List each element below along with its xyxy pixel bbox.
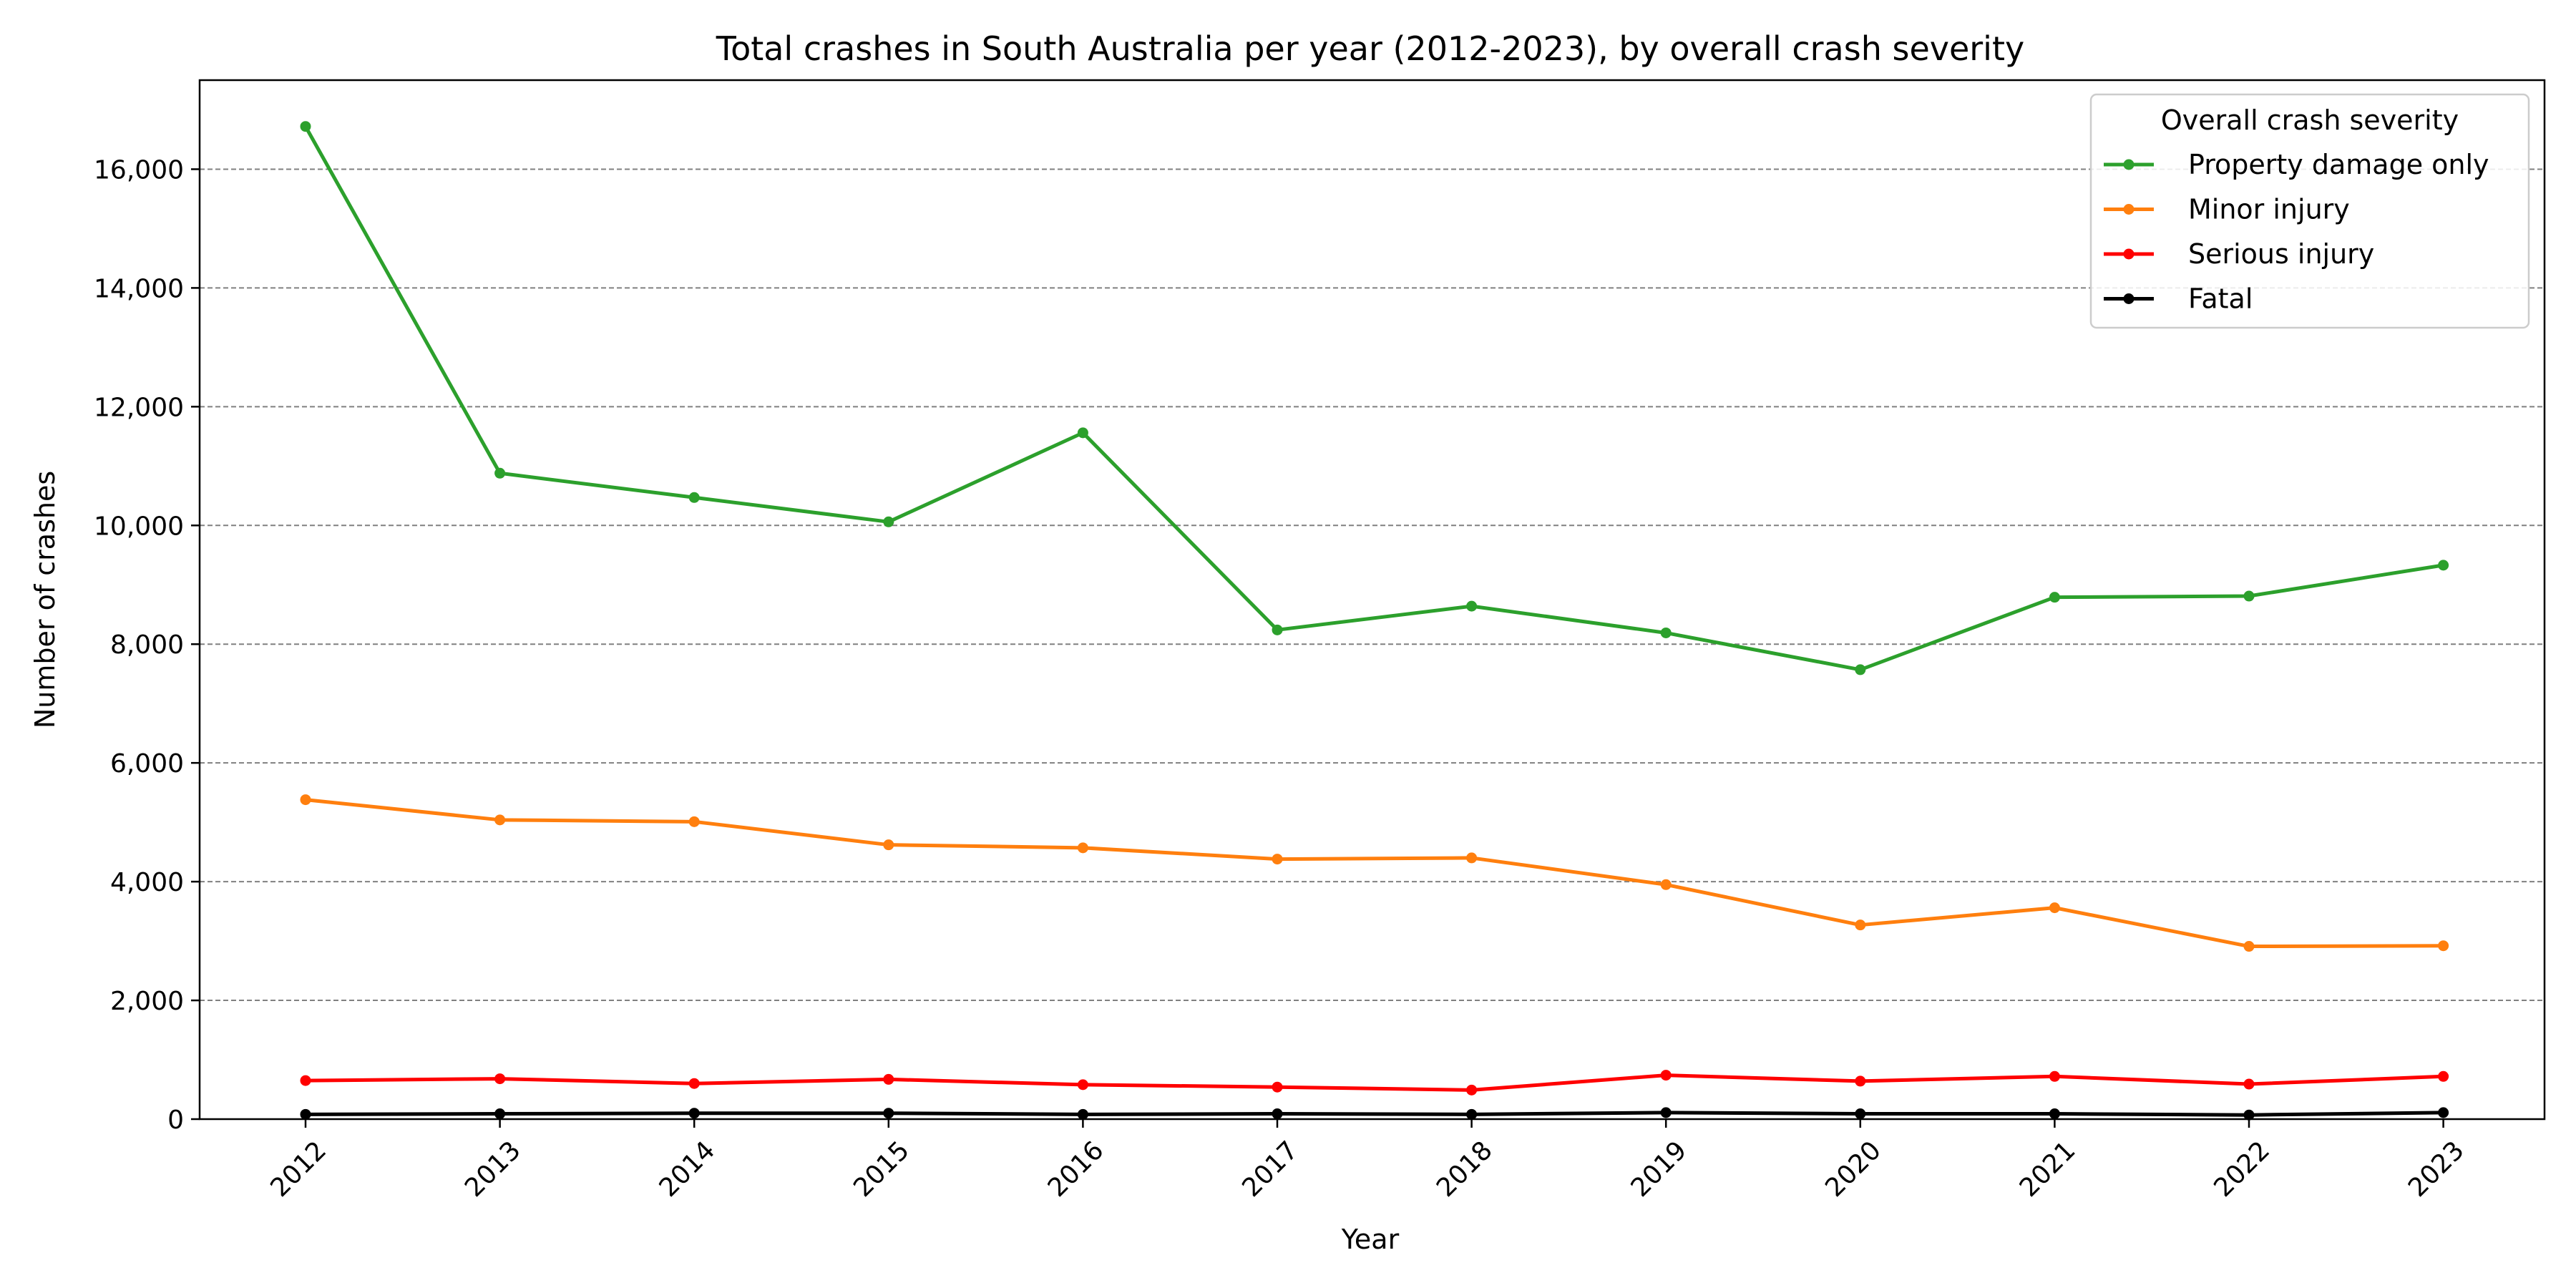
data-point <box>1660 1070 1672 1081</box>
data-point <box>494 1108 506 1120</box>
y-tick-label: 12,000 <box>94 393 184 422</box>
chart-title: Total crashes in South Australia per yea… <box>716 29 2024 68</box>
data-point <box>1466 600 1478 612</box>
data-point <box>2438 940 2449 952</box>
data-point <box>2243 1078 2255 1090</box>
series-group <box>300 121 2449 1121</box>
data-point <box>1466 852 1478 864</box>
y-tick-label: 10,000 <box>94 512 184 541</box>
data-point <box>2243 590 2255 602</box>
legend-title: Overall crash severity <box>2161 104 2459 136</box>
data-point <box>1660 627 1672 638</box>
data-point <box>1855 664 1866 675</box>
data-point <box>688 816 700 827</box>
legend-swatch-marker <box>2123 159 2135 170</box>
legend-box <box>2089 93 2530 329</box>
series-line <box>305 1073 2444 1092</box>
plot-frame <box>198 79 2546 1121</box>
y-tick-label: 4,000 <box>110 868 184 897</box>
data-point <box>2438 1107 2449 1118</box>
series-line <box>303 125 2444 672</box>
series-minor-injury <box>300 794 2449 952</box>
legend-swatch-marker <box>2123 248 2135 260</box>
data-point <box>2049 902 2060 914</box>
data-point <box>883 1073 894 1085</box>
legend-label: Minor injury <box>2188 194 2350 225</box>
data-point <box>1466 1084 1478 1096</box>
data-point <box>1272 624 1283 635</box>
y-tick-label: 2,000 <box>110 987 184 1016</box>
y-tick-label: 6,000 <box>110 749 184 779</box>
y-axis: 0 2,000 4,000 6,000 8,000 10,000 12,000 14,000 1… <box>94 155 200 1135</box>
data-point <box>1077 1108 1088 1120</box>
data-point <box>1855 1075 1866 1087</box>
data-point <box>300 794 311 806</box>
series-serious-injury <box>300 1070 2449 1096</box>
y-tick-label: 16,000 <box>94 155 184 185</box>
data-point <box>300 1108 311 1120</box>
data-point <box>1077 1079 1088 1091</box>
y-tick-label: 14,000 <box>94 274 184 303</box>
legend-label: Fatal <box>2188 283 2253 315</box>
data-point <box>1077 427 1088 439</box>
data-point <box>2243 1109 2255 1121</box>
data-point <box>883 1108 894 1119</box>
y-axis-label: Number of crashes <box>29 471 61 728</box>
data-point <box>2438 1070 2449 1082</box>
data-point <box>494 814 506 826</box>
data-point <box>2243 941 2255 952</box>
legend: Overall crash severity Property damage o… <box>2089 93 2530 329</box>
data-point <box>688 1078 700 1089</box>
x-axis-label: Year <box>1341 1224 1400 1255</box>
series-line <box>305 798 2444 949</box>
legend-label: Property damage only <box>2188 149 2489 180</box>
data-point <box>1660 1107 1672 1118</box>
data-point <box>1272 854 1283 865</box>
legend-swatch-marker <box>2123 293 2135 304</box>
data-point <box>688 492 700 503</box>
data-point <box>883 516 894 527</box>
series-line <box>305 1111 2444 1117</box>
data-point <box>1466 1108 1478 1120</box>
legend-swatch-marker <box>2123 204 2135 215</box>
legend-label: Serious injury <box>2188 238 2374 270</box>
y-tick-label: 8,000 <box>110 630 184 660</box>
data-point <box>1855 919 1866 931</box>
data-point <box>2438 560 2449 571</box>
data-point <box>494 1073 506 1085</box>
series-fatal <box>300 1107 2449 1121</box>
data-point <box>2049 1108 2060 1120</box>
data-point <box>1660 879 1672 890</box>
data-point <box>688 1108 700 1119</box>
data-point <box>1077 842 1088 854</box>
data-point <box>1272 1108 1283 1120</box>
series-property-damage-only <box>300 121 2449 675</box>
data-point <box>300 121 311 132</box>
data-point <box>1855 1108 1866 1120</box>
data-point <box>2049 1070 2060 1082</box>
data-point <box>883 839 894 851</box>
data-point <box>1272 1081 1283 1093</box>
data-point <box>2049 592 2060 603</box>
data-point <box>494 467 506 479</box>
data-point <box>300 1075 311 1086</box>
y-tick-label: 0 <box>167 1106 184 1135</box>
